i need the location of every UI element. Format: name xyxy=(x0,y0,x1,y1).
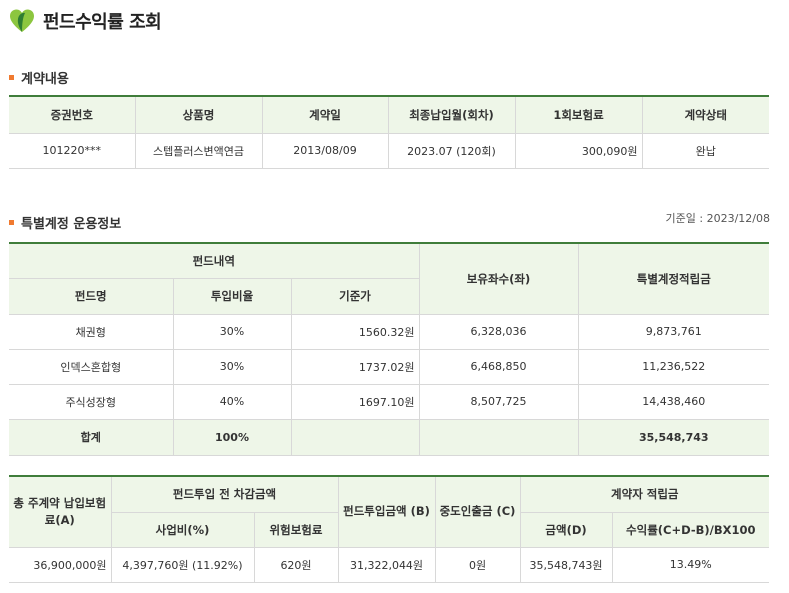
risk-premium-cell: 620원 xyxy=(253,546,339,583)
product-name-cell: 스텝플러스변액연금 xyxy=(134,132,263,169)
table-row: 주식성장형 40% 1697.10원 8,507,725 14,438,460 xyxy=(9,383,770,420)
reserve-cell: 9,873,761 xyxy=(577,313,770,350)
return-rate-cell: 13.49% xyxy=(611,546,770,583)
special-account-section-label: 특별계정 운용정보 xyxy=(21,217,122,232)
col-reserve: 특별계정적립금 xyxy=(577,242,770,315)
total-premium-cell: 36,900,000원 xyxy=(9,546,112,583)
summary-table: 총 주계약 납입보험료(A) 펀드투입 전 차감금액 펀드투입금액 (B) 중도… xyxy=(9,475,770,583)
contract-section-label: 계약내용 xyxy=(21,72,69,87)
col-risk-premium: 위험보험료 xyxy=(253,511,339,548)
ratio-cell: 30% xyxy=(172,348,292,385)
total-row: 합계 100% 35,548,743 xyxy=(9,418,770,456)
col-last-payment: 최종납입월(회차) xyxy=(387,95,516,134)
contract-date-cell: 2013/08/09 xyxy=(261,132,389,169)
page-header: 펀드수익률 조회 xyxy=(9,6,162,36)
col-business-cost: 사업비(%) xyxy=(111,511,255,548)
col-fund-name: 펀드명 xyxy=(9,277,174,315)
last-payment-cell: 2023.07 (120회) xyxy=(387,132,516,169)
col-withdrawal: 중도인출금 (C) xyxy=(434,475,521,548)
table-row: 101220*** 스텝플러스변액연금 2013/08/09 2023.07 (… xyxy=(9,132,769,169)
col-contract-status: 계약상태 xyxy=(641,95,769,134)
base-price-cell: 1560.32원 xyxy=(290,313,420,350)
reserve-cell: 11,236,522 xyxy=(577,348,770,385)
col-amount: 금액(D) xyxy=(519,511,613,548)
table-row: 인덱스혼합형 30% 1737.02원 6,468,850 11,236,522 xyxy=(9,348,770,385)
summary-header-row: 총 주계약 납입보험료(A) 펀드투입 전 차감금액 펀드투입금액 (B) 중도… xyxy=(9,475,770,548)
col-premium: 1회보험료 xyxy=(514,95,643,134)
contract-table: 증권번호 상품명 계약일 최종납입월(회차) 1회보험료 계약상태 101220… xyxy=(9,95,769,169)
ratio-cell: 30% xyxy=(172,313,292,350)
total-reserve-cell: 35,548,743 xyxy=(577,418,770,456)
premium-cell: 300,090원 xyxy=(514,132,643,169)
withdrawal-cell: 0원 xyxy=(434,546,521,583)
table-row: 채권형 30% 1560.32원 6,328,036 9,873,761 xyxy=(9,313,770,350)
business-cost-cell: 4,397,760원 (11.92%) xyxy=(110,546,255,583)
page-title: 펀드수익률 조회 xyxy=(43,12,162,33)
contract-status-cell: 완납 xyxy=(641,132,769,169)
base-price-cell: 1697.10원 xyxy=(290,383,420,420)
empty-cell xyxy=(290,418,420,456)
col-product-name: 상품명 xyxy=(134,95,263,134)
col-total-premium: 총 주계약 납입보험료(A) xyxy=(9,475,112,548)
fund-name-cell: 주식성장형 xyxy=(9,383,174,420)
total-ratio-cell: 100% xyxy=(172,418,292,456)
fund-input-cell: 31,322,044원 xyxy=(337,546,436,583)
table-row: 36,900,000원 4,397,760원 (11.92%) 620원 31,… xyxy=(9,546,770,583)
special-account-section-title: 특별계정 운용정보 xyxy=(9,213,121,232)
section-bullet-icon xyxy=(9,75,14,80)
reference-date: 기준일 : 2023/12/08 xyxy=(665,212,770,225)
col-return-rate: 수익률(C+D-B)/BX100 xyxy=(611,511,770,548)
total-label-cell: 합계 xyxy=(9,418,174,456)
units-cell: 8,507,725 xyxy=(418,383,579,420)
fund-name-cell: 채권형 xyxy=(9,313,174,350)
fund-header-row: 펀드내역 보유좌수(좌) 특별계정적립금 xyxy=(9,242,770,315)
reserve-cell: 14,438,460 xyxy=(577,383,770,420)
col-units: 보유좌수(좌) xyxy=(418,242,579,315)
fund-name-cell: 인덱스혼합형 xyxy=(9,348,174,385)
empty-cell xyxy=(418,418,579,456)
col-contract-date: 계약일 xyxy=(261,95,389,134)
fund-table: 펀드내역 보유좌수(좌) 특별계정적립금 펀드명 투입비율 기준가 채권형 30… xyxy=(9,242,770,456)
units-cell: 6,328,036 xyxy=(418,313,579,350)
deduction-group-header: 펀드투입 전 차감금액 xyxy=(110,475,339,513)
col-ratio: 투입비율 xyxy=(172,277,292,315)
contract-section-title: 계약내용 xyxy=(9,68,69,87)
contractor-reserve-group-header: 계약자 적립금 xyxy=(519,475,770,513)
base-price-cell: 1737.02원 xyxy=(290,348,420,385)
col-fund-input: 펀드투입금액 (B) xyxy=(337,475,436,548)
col-base-price: 기준가 xyxy=(290,277,420,315)
policy-number-cell: 101220*** xyxy=(9,132,136,169)
heart-leaf-logo-icon xyxy=(10,9,34,32)
ratio-cell: 40% xyxy=(172,383,292,420)
col-policy-number: 증권번호 xyxy=(9,95,136,134)
contract-header-row: 증권번호 상품명 계약일 최종납입월(회차) 1회보험료 계약상태 xyxy=(9,95,769,134)
amount-cell: 35,548,743원 xyxy=(519,546,613,583)
section-bullet-icon xyxy=(9,220,14,225)
units-cell: 6,468,850 xyxy=(418,348,579,385)
fund-details-group-header: 펀드내역 xyxy=(9,242,420,279)
